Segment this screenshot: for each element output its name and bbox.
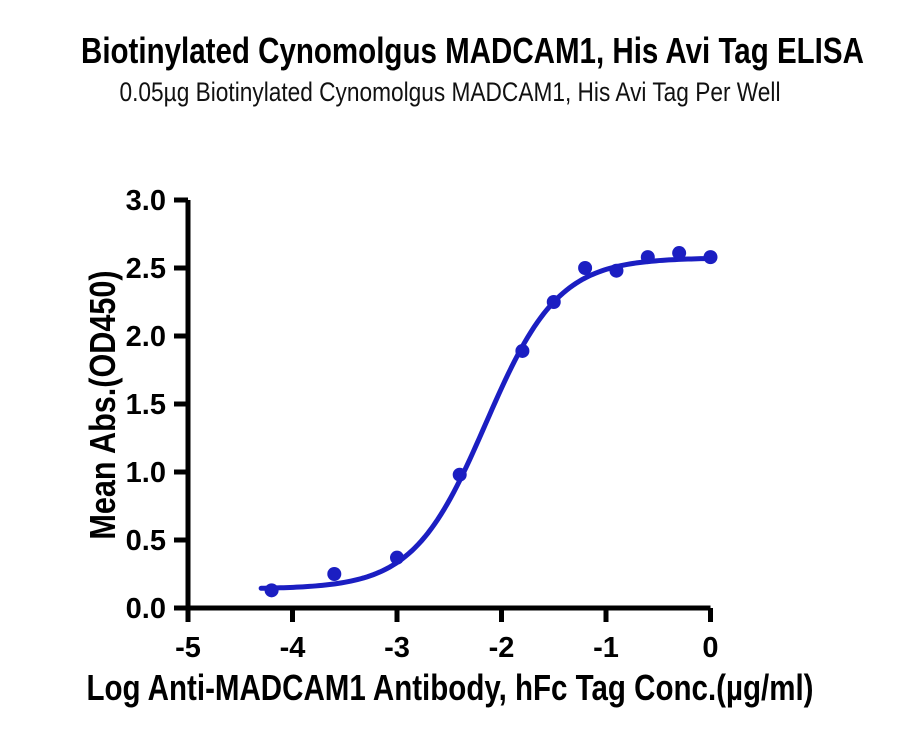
x-axis-title: Log Anti-MADCAM1 Antibody, hFc Tag Conc.… <box>86 667 814 708</box>
data-point <box>703 250 718 265</box>
data-point <box>327 567 342 581</box>
x-axis: -5 -4 -3 -2 -1 0 <box>175 605 719 664</box>
y-axis: 0.0 0.5 1.0 1.5 2.0 2.5 3.0 <box>126 185 191 625</box>
y-tick-label: 3.0 <box>126 185 166 217</box>
y-tick-label: 1.5 <box>126 389 166 421</box>
data-point <box>390 550 404 565</box>
chart-subtitle: 0.05µg Biotinylated Cynomolgus MADCAM1, … <box>119 77 781 107</box>
x-tick-label: 0 <box>702 632 718 664</box>
x-tick-label: -2 <box>489 632 515 664</box>
data-point <box>264 583 279 598</box>
data-point <box>546 295 561 309</box>
data-point <box>515 343 530 358</box>
y-tick-label: 2.0 <box>126 321 166 353</box>
x-tick-label: -5 <box>175 632 201 664</box>
x-tick-label: -1 <box>593 632 619 664</box>
fit-curve <box>258 255 713 591</box>
y-tick-label: 1.0 <box>126 457 166 489</box>
y-tick-label: 2.5 <box>126 253 166 285</box>
x-tick-label: -4 <box>280 632 306 664</box>
x-tick-label: -3 <box>384 632 410 664</box>
data-point <box>609 263 624 278</box>
data-point <box>452 467 467 482</box>
data-point <box>578 261 593 275</box>
y-tick-label: 0.5 <box>126 525 166 557</box>
y-tick-label: 0.0 <box>126 593 166 625</box>
chart-title: Biotinylated Cynomolgus MADCAM1, His Avi… <box>81 30 864 71</box>
data-points <box>264 246 718 598</box>
data-point <box>672 246 687 261</box>
data-point <box>640 250 655 265</box>
